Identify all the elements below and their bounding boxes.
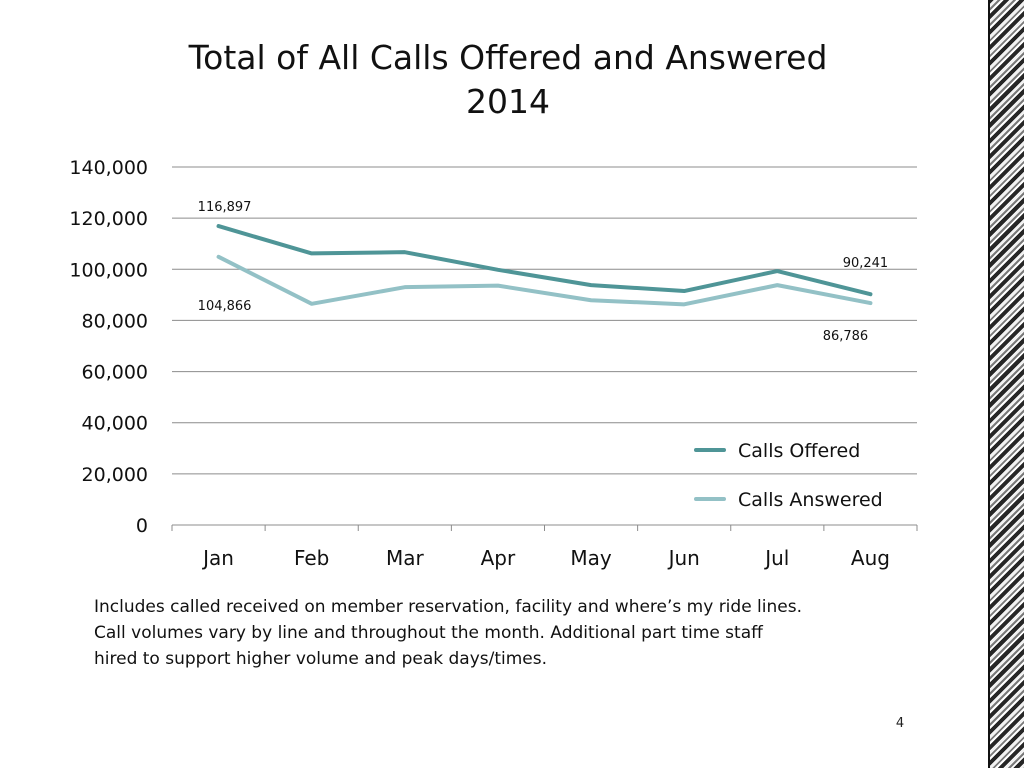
data-label: 116,897 [198, 200, 252, 215]
y-tick-label: 80,000 [82, 310, 148, 332]
x-tick-label: May [570, 546, 612, 570]
y-tick-label: 0 [136, 515, 148, 537]
y-tick-label: 40,000 [82, 413, 148, 435]
y-tick-label: 20,000 [82, 464, 148, 486]
y-tick-label: 120,000 [69, 208, 148, 230]
note-line-3: hired to support higher volume and peak … [94, 649, 548, 669]
y-tick-label: 60,000 [82, 362, 148, 384]
slide-notes: Includes called received on member reser… [94, 594, 914, 672]
series-line-calls-answered [216, 254, 873, 307]
page-number: 4 [895, 716, 905, 731]
x-tick-label: Mar [386, 546, 425, 570]
chart-title-line2: 2014 [466, 82, 550, 121]
x-tick-label: Jan [201, 546, 234, 570]
data-label: 104,866 [198, 299, 252, 314]
series-line-calls-offered [216, 224, 873, 297]
x-tick-label: Jul [763, 546, 789, 570]
x-tick-label: Feb [294, 546, 329, 570]
chart-title: Total of All Calls Offered and Answered … [108, 36, 908, 124]
x-tick-label: Aug [851, 546, 890, 570]
data-label: 86,786 [823, 329, 869, 344]
legend-label: Calls Answered [738, 489, 883, 511]
chart-title-line1: Total of All Calls Offered and Answered [188, 38, 828, 77]
x-tick-label: Apr [481, 546, 516, 570]
y-tick-label: 140,000 [69, 157, 148, 179]
data-label: 90,241 [843, 256, 889, 271]
note-line-2: Call volumes vary by line and throughout… [94, 623, 763, 643]
x-tick-label: Jun [667, 546, 700, 570]
y-tick-label: 100,000 [69, 259, 148, 281]
decorative-edge-divider [988, 0, 990, 768]
note-line-1: Includes called received on member reser… [94, 597, 802, 617]
legend-label: Calls Offered [738, 440, 860, 462]
decorative-edge-pattern [988, 0, 1024, 768]
